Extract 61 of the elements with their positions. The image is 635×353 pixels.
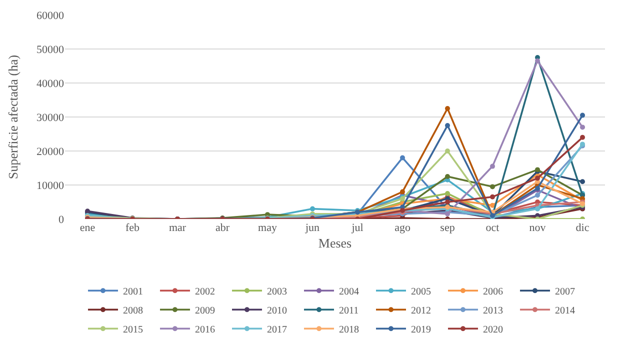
legend-label: 2006 xyxy=(483,286,503,298)
y-tick-label: 30000 xyxy=(36,112,64,124)
legend-label: 2010 xyxy=(267,306,287,317)
x-tick-label: ene xyxy=(80,222,96,234)
point xyxy=(445,174,450,179)
x-tick-label: mar xyxy=(168,222,186,234)
point xyxy=(310,206,315,212)
legend-label: 2016 xyxy=(195,324,215,336)
legend-label: 2014 xyxy=(555,306,575,317)
point xyxy=(400,155,405,160)
x-tick-label: may xyxy=(258,222,278,234)
point xyxy=(490,184,495,190)
point xyxy=(580,179,585,184)
y-tick-label: 0 xyxy=(58,214,64,226)
legend-label: 2005 xyxy=(411,286,431,298)
y-tick-label: 20000 xyxy=(36,146,64,158)
legend-label: 2009 xyxy=(195,306,215,317)
point xyxy=(445,106,450,111)
y-tick-label: 10000 xyxy=(36,180,64,192)
x-tick-label: sep xyxy=(440,222,456,234)
point xyxy=(445,148,450,154)
x-axis-title: Meses xyxy=(318,236,352,251)
x-tick-label: feb xyxy=(125,222,140,234)
legend-label: 2007 xyxy=(555,286,575,298)
x-tick-label: jun xyxy=(304,222,320,234)
legend-label: 2008 xyxy=(123,306,143,317)
point xyxy=(400,189,405,194)
legend-label: 2002 xyxy=(195,286,215,298)
legend-label: 2012 xyxy=(411,306,431,317)
x-tick-label: dic xyxy=(576,222,590,234)
x-tick-label: nov xyxy=(529,222,546,234)
point xyxy=(490,164,495,169)
y-axis-title: Superficie afectada (ha) xyxy=(5,54,20,180)
point xyxy=(580,134,585,140)
legend-label: 2004 xyxy=(339,286,359,298)
x-tick-label: ago xyxy=(394,222,411,234)
point xyxy=(580,124,585,130)
y-tick-label: 40000 xyxy=(36,78,64,90)
x-tick-label: jul xyxy=(350,222,364,234)
legend-label: 2018 xyxy=(339,324,359,336)
y-tick-label: 50000 xyxy=(36,44,64,56)
legend-label: 2019 xyxy=(411,324,431,336)
point xyxy=(445,200,450,204)
point xyxy=(535,58,540,64)
x-tick-label: oct xyxy=(486,222,500,234)
point xyxy=(445,191,450,196)
legend-label: 2003 xyxy=(267,286,287,298)
legend-label: 2015 xyxy=(123,324,143,336)
point xyxy=(490,202,495,208)
y-tick-label: 60000 xyxy=(36,10,64,22)
legend-label: 2011 xyxy=(339,306,359,317)
x-tick-label: abr xyxy=(215,222,230,234)
legend-label: 2013 xyxy=(483,306,503,317)
legend-label: 2001 xyxy=(123,286,143,298)
point xyxy=(490,194,495,200)
legend-label: 2020 xyxy=(483,324,503,336)
point xyxy=(580,112,585,118)
legend-label: 2017 xyxy=(267,324,287,336)
point xyxy=(535,176,540,181)
point xyxy=(535,192,540,198)
point xyxy=(445,123,450,128)
